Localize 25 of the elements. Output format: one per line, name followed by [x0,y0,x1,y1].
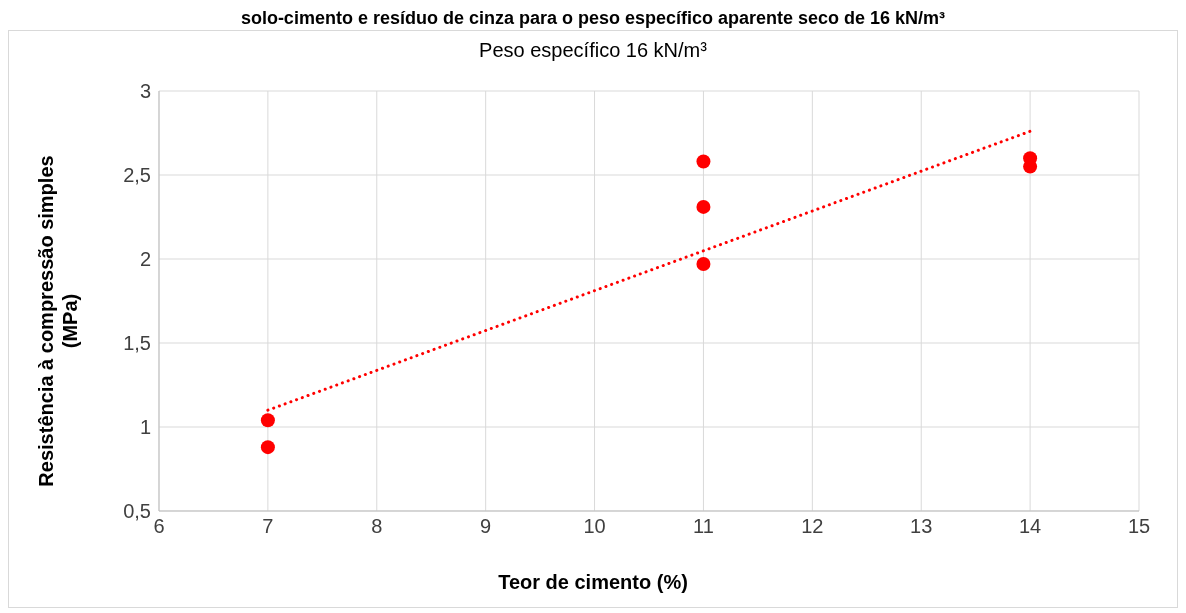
point [696,199,711,214]
point [260,440,275,455]
x-tick-label: 14 [1018,515,1042,538]
chart-subtitle: Peso específico 16 kN/m³ [478,39,708,63]
y-axis-title: Resistência à compressão simples (MPa) [34,154,82,489]
y-tick-label: 1,5 [123,332,151,355]
x-tick-label: 9 [480,515,492,538]
x-tick-label: 8 [371,515,383,538]
x-tick-label: 12 [801,515,824,538]
x-tick-label: 10 [583,515,606,538]
y-tick-label: 3 [139,80,151,103]
point [260,413,275,428]
x-tick-label: 7 [262,515,274,538]
point [696,257,711,272]
x-tick-label: 15 [1127,515,1151,538]
y-tick-label: 2 [139,248,151,271]
x-tick-label: 11 [693,515,714,538]
chart-title: solo-cimento e resíduo de cinza para o peso específico aparente seco de 16 kN/m³ [239,8,947,30]
x-tick-label: 13 [910,515,933,538]
x-tick-label: 6 [153,515,165,538]
point [696,154,711,169]
x-axis-title: Teor de cimento (%) [497,571,689,594]
y-tick-label: 2,5 [123,164,151,187]
y-tick-label: 1 [139,416,151,439]
y-tick-label: 0,5 [123,500,151,523]
